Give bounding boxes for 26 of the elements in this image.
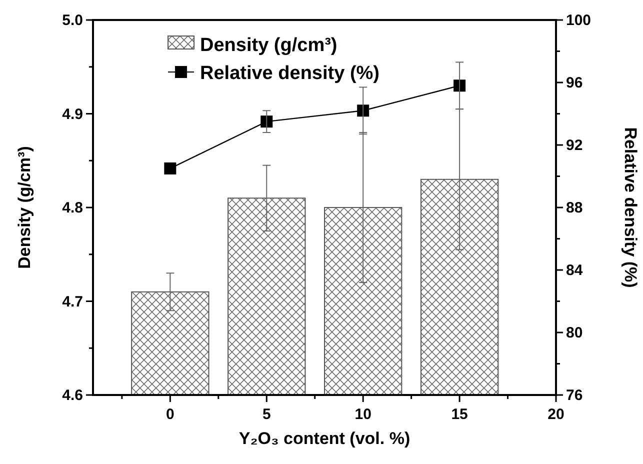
y2-tick-label: 100 (566, 12, 592, 29)
y2-tick-label: 96 (566, 74, 583, 92)
y-tick-label: 4.8 (62, 200, 83, 216)
y-tick-label: 4.6 (62, 387, 83, 404)
y-axis-title: Density (g/cm³) (15, 146, 34, 269)
y-tick-label: 4.7 (62, 293, 83, 310)
x-tick-label: 0 (166, 406, 174, 423)
point (454, 80, 466, 92)
y2-axis-title: Relative density (%) (621, 127, 640, 288)
y-tick-label: 5.0 (62, 12, 83, 29)
point (260, 116, 273, 128)
legend-label: Density (g/cm³) (200, 35, 338, 56)
x-axis-title: Y₂O₃ content (vol. %) (238, 429, 410, 448)
y2-tick-label: 88 (566, 200, 583, 216)
x-tick-label: 5 (262, 406, 271, 423)
point (357, 104, 370, 117)
x-tick-label: 10 (354, 406, 372, 423)
y2-tick-label: 76 (566, 387, 583, 404)
x-tick-label: 15 (451, 406, 468, 423)
y2-tick-label: 92 (566, 137, 583, 154)
point (164, 162, 176, 174)
y2-tick-label: 80 (566, 324, 583, 342)
legend-label: Relative density (%) (200, 63, 380, 84)
y-tick-label: 4.9 (62, 106, 83, 123)
y2-tick-label: 84 (566, 262, 584, 279)
x-tick-label: 20 (548, 406, 564, 423)
